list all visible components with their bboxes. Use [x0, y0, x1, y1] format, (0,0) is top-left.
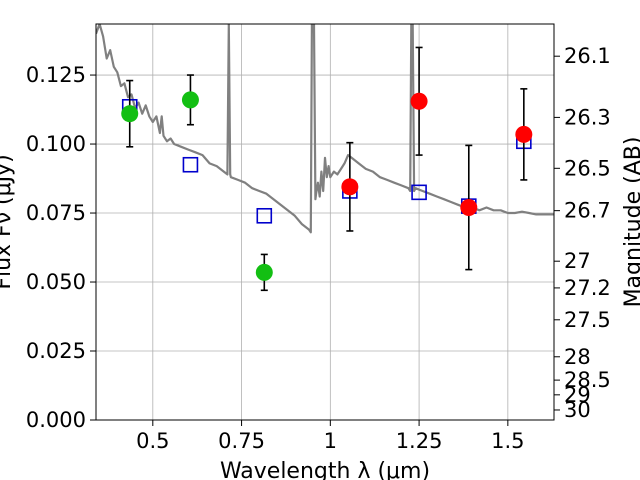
model-flux-square: [411, 184, 427, 201]
model-flux-square: [182, 156, 199, 173]
measured-flux-point: [515, 125, 533, 143]
mag-tick-label: 29: [564, 383, 591, 407]
x-tick-label: 1.5: [491, 429, 524, 453]
y-tick-label: 0.000: [26, 408, 86, 432]
model-spectrum-line: [96, 24, 554, 234]
x-tick-label: 1.25: [396, 429, 443, 453]
mag-tick-label: 28: [564, 345, 591, 369]
mag-tick-label: 27.2: [564, 276, 611, 300]
axes: 0.5 0.75 1 1.25 1.5 0.000 0.025 0.050 0.075 0.100…: [26, 44, 611, 453]
grid: [96, 24, 554, 421]
plot-frame: [95, 23, 555, 421]
plot-area: [96, 24, 554, 292]
x-tick-label: 0.5: [136, 429, 169, 453]
mag-tick-label: 26.1: [564, 44, 611, 68]
y-tick-label: 0.100: [26, 132, 86, 156]
x-tick-label: 1: [324, 429, 337, 453]
mag-tick-label: 27.5: [564, 308, 611, 332]
mag-tick-label: 30: [564, 398, 591, 422]
mag-tick-label: 26.7: [564, 199, 611, 223]
measured-flux-point: [181, 91, 199, 109]
y-tick-label: 0.050: [26, 270, 86, 294]
mag-tick-label: 26.3: [564, 105, 611, 129]
y-tick-label: 0.125: [26, 63, 86, 87]
mag-tick-label: 26.5: [564, 156, 611, 180]
y-axis-right-label: Magnitude (AB): [621, 137, 640, 308]
x-tick-label: 0.75: [218, 429, 265, 453]
measured-flux-point: [341, 178, 359, 196]
model-flux-square: [256, 207, 273, 224]
x-axis-label: Wavelength λ (μm): [220, 459, 430, 480]
y-axis-left-label: Flux Fν (μJy): [0, 154, 16, 289]
y-tick-label: 0.025: [26, 339, 86, 363]
measured-flux-point: [255, 263, 273, 281]
mag-tick-label: 28.5: [564, 368, 611, 392]
y-tick-label: 0.075: [26, 201, 86, 225]
measured-flux-point: [410, 92, 428, 110]
mag-tick-label: 27: [564, 249, 591, 273]
measured-flux-point: [460, 199, 478, 217]
measured-flux-point: [121, 105, 139, 123]
